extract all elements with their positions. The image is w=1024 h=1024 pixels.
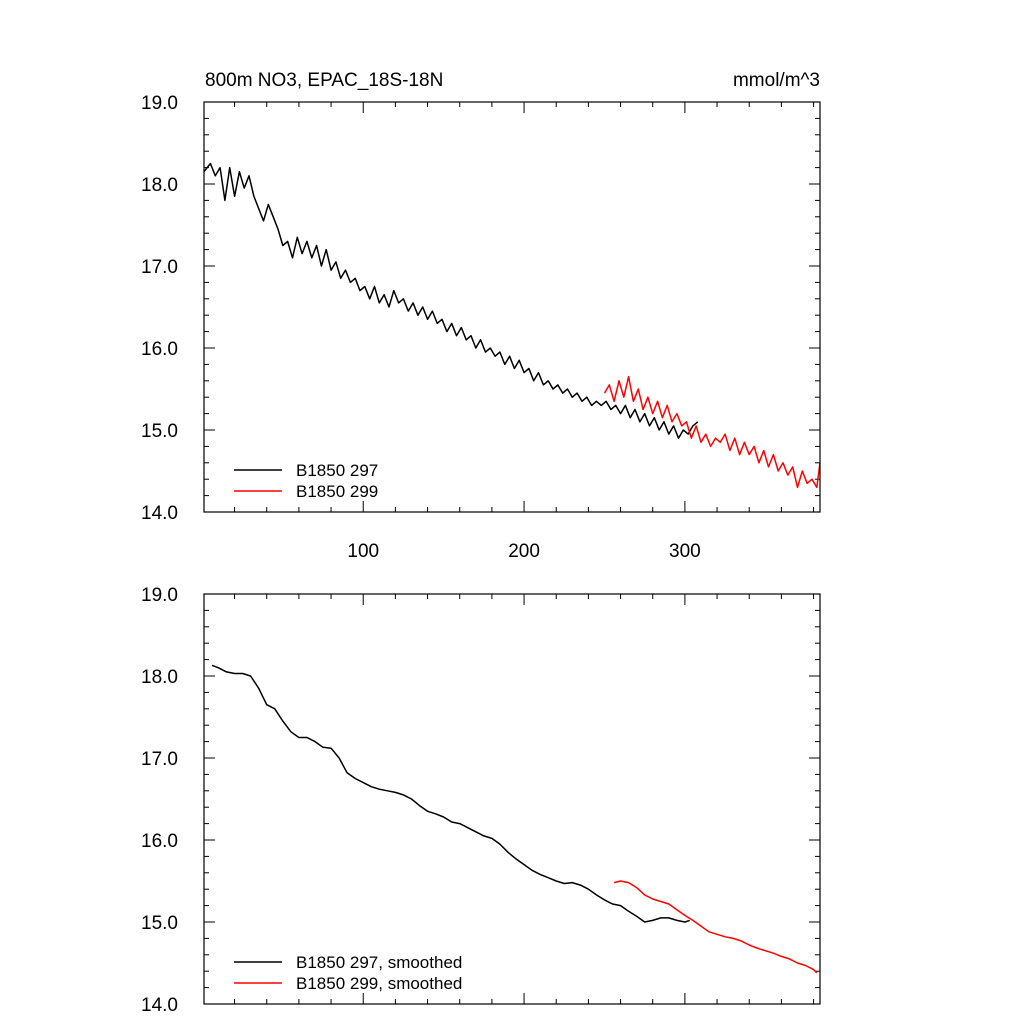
bottom-panel-tick-labels: 14.0 15.0 16.0 17.0 18.0 19.0	[141, 585, 178, 1016]
y-tick-label: 17.0	[141, 749, 178, 770]
y-tick-label: 15.0	[141, 913, 178, 934]
y-tick-label: 16.0	[141, 831, 178, 852]
series-line-raw-0	[203, 162, 699, 439]
series-line-raw-1	[603, 375, 821, 489]
units-label: mmol/m^3	[733, 70, 820, 91]
top-panel-frame	[203, 101, 821, 513]
x-tick-label: 200	[508, 541, 540, 562]
top-panel-legend: B1850 297 B1850 299	[234, 461, 378, 501]
top-panel-ticks	[204, 101, 820, 513]
y-tick-label: 16.0	[141, 339, 178, 360]
bottom-panel-frame	[203, 593, 821, 1005]
y-tick-label: 14.0	[141, 995, 178, 1016]
chart-title: 800m NO3, EPAC_18S-18N	[205, 70, 443, 91]
legend-label-b1850-297-smoothed: B1850 297, smoothed	[296, 953, 462, 972]
bottom-panel-plot-area	[211, 664, 818, 974]
bottom-panel-legend: B1850 297, smoothed B1850 299, smoothed	[234, 953, 462, 993]
top-panel-tick-labels: 14.0 15.0 16.0 17.0 18.0 19.0 100 200 300	[141, 93, 701, 562]
series-line-smoothed-0	[211, 664, 690, 923]
y-tick-label: 17.0	[141, 257, 178, 278]
legend-label-b1850-297: B1850 297	[296, 461, 378, 480]
top-panel-plot-area	[203, 162, 821, 489]
series-line-smoothed-1	[613, 880, 818, 974]
y-tick-label: 19.0	[141, 585, 178, 606]
bottom-panel-ticks	[204, 593, 820, 1005]
y-tick-label: 19.0	[141, 93, 178, 114]
top-panel: 800m NO3, EPAC_18S-18N mmol/m^3 14.0 15.0…	[141, 70, 821, 562]
y-tick-label: 18.0	[141, 175, 178, 196]
bottom-panel: 14.0 15.0 16.0 17.0 18.0 19.0 B1850 297, smoo…	[141, 585, 821, 1016]
legend-label-b1850-299: B1850 299	[296, 482, 378, 501]
y-tick-label: 14.0	[141, 503, 178, 524]
y-tick-label: 15.0	[141, 421, 178, 442]
y-tick-label: 18.0	[141, 667, 178, 688]
x-tick-label: 100	[347, 541, 379, 562]
x-tick-label: 300	[669, 541, 701, 562]
legend-label-b1850-299-smoothed: B1850 299, smoothed	[296, 974, 462, 993]
